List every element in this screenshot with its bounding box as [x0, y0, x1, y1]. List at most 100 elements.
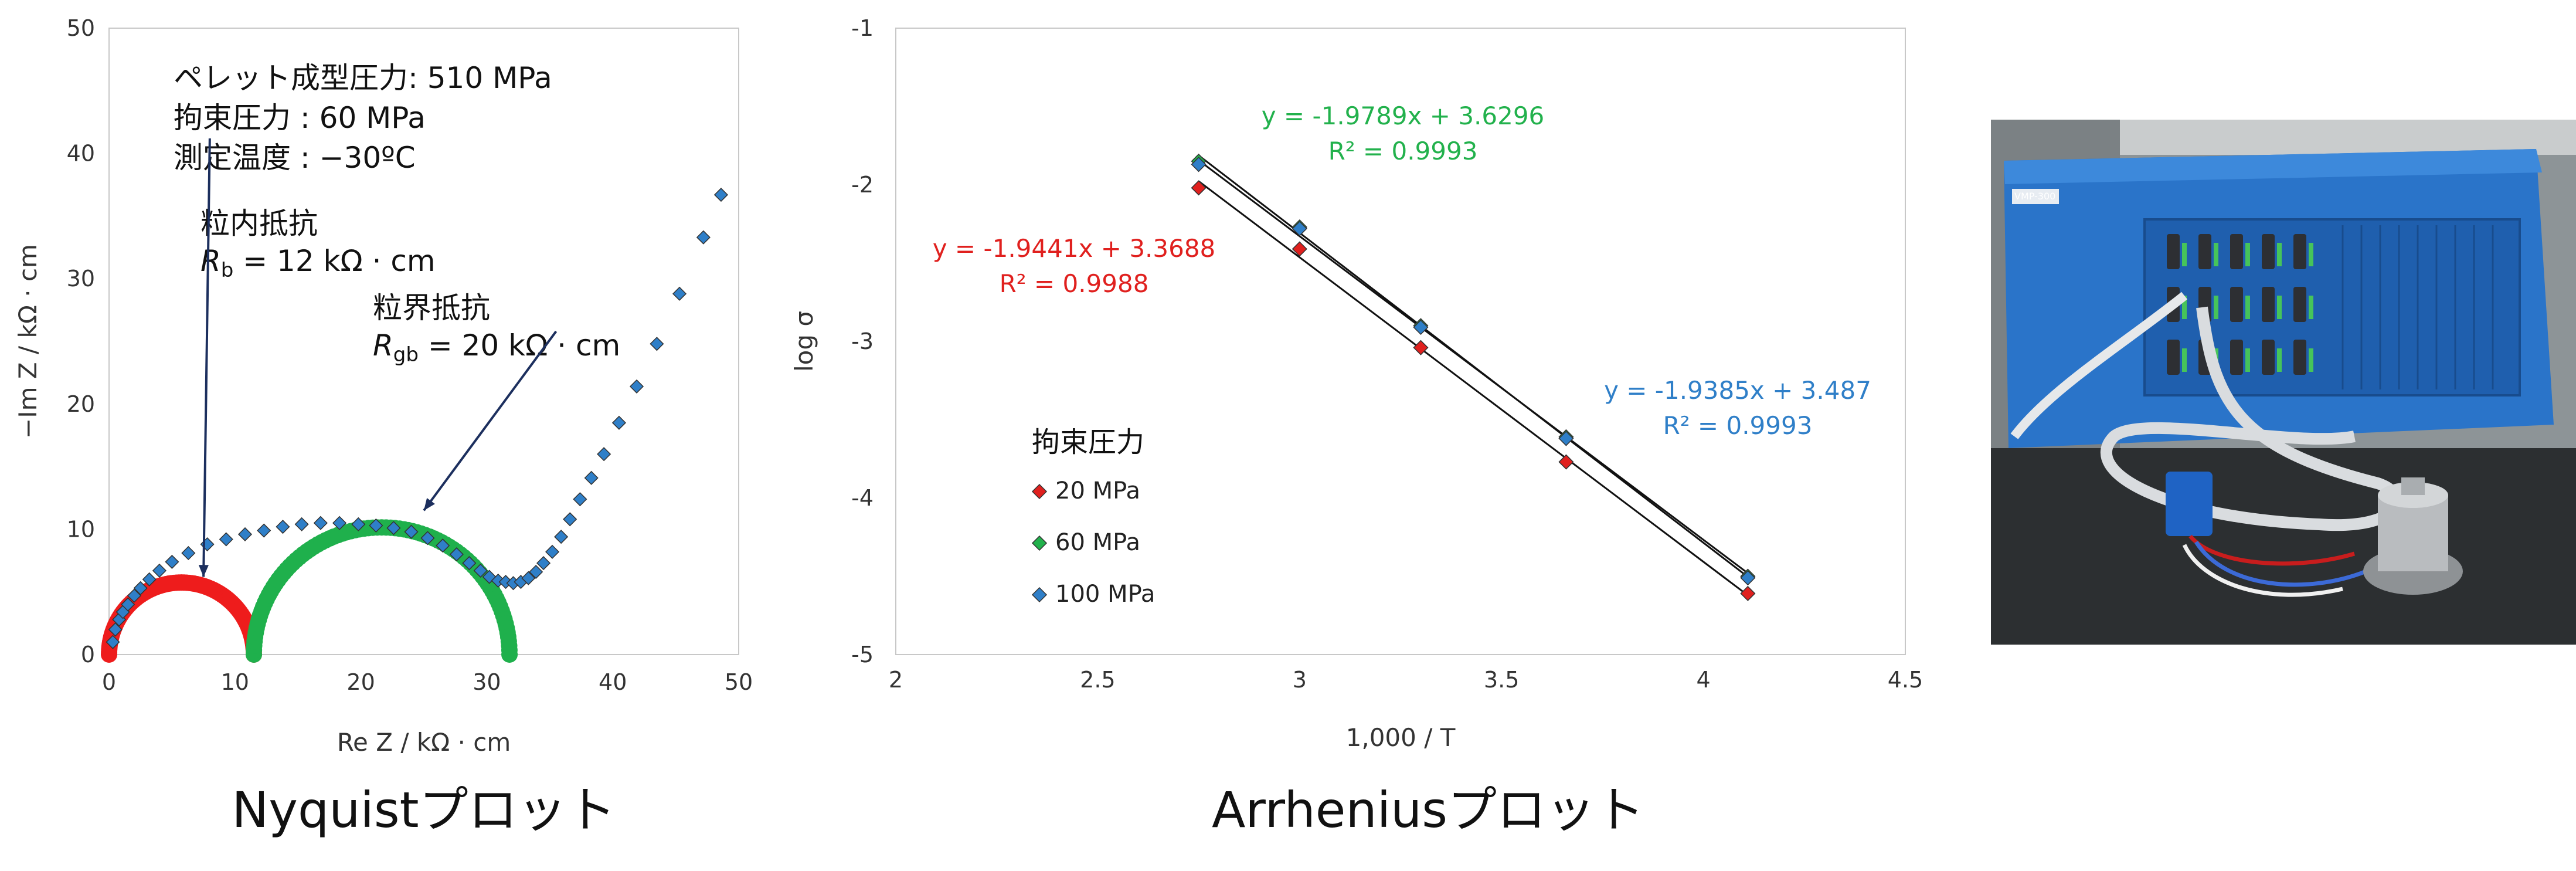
measured-point [106, 635, 120, 649]
data-point [1558, 454, 1574, 470]
channel-led [2277, 348, 2282, 372]
channel-connector [2262, 234, 2275, 269]
measured-point [276, 520, 290, 534]
legend-title: 拘束圧力 [1032, 426, 1144, 459]
channel-connector [2167, 340, 2180, 375]
measured-point [219, 532, 233, 547]
channel-led [2245, 348, 2250, 372]
channel-led [2309, 243, 2313, 266]
channel-connector [2230, 234, 2243, 269]
nyquist-y-tick: 0 [81, 642, 95, 667]
arrhenius-caption: Arrheniusプロット [1212, 781, 1644, 839]
channel-connector [2198, 234, 2211, 269]
nyquist-y-tick: 50 [67, 15, 95, 41]
channel-connector [2167, 234, 2180, 269]
data-point [1740, 570, 1756, 586]
channel-connector [2262, 340, 2275, 375]
potentiostat-label [2012, 189, 2059, 204]
arrhenius-plot-area [895, 28, 1906, 655]
measured-point [313, 516, 328, 530]
measured-point [473, 563, 488, 578]
channel-led [2309, 348, 2313, 372]
legend-label: 20 MPa [1055, 477, 1140, 504]
fit-equation-100mpa: y = -1.9385x + 3.487 [1604, 376, 1871, 405]
measured-point [584, 470, 599, 485]
data-point [1292, 221, 1307, 236]
grain-boundary-resistance-value: Rgb = 20 kΩ · cm [373, 328, 620, 367]
measured-point [554, 530, 569, 544]
legend-label: 60 MPa [1055, 529, 1140, 556]
annotation-arrow [423, 330, 558, 511]
nyquist-x-tick: 0 [102, 669, 116, 695]
measured-point [563, 512, 577, 527]
measured-point [165, 554, 179, 569]
data-point [1191, 157, 1207, 172]
legend: 拘束圧力 20 MPa 60 MPa 100 MPa [1031, 426, 1155, 608]
instrument-photo: VMP-300 [1991, 120, 2576, 645]
grain-boundary-resistance-title: 粒界抵抗 [373, 291, 490, 325]
grain-boundary-resistance-symbol: R [373, 328, 393, 362]
channel-led [2245, 296, 2250, 319]
fit-equation-60mpa: y = -1.9789x + 3.6296 [1262, 101, 1545, 130]
measured-point [629, 379, 644, 394]
nyquist-y-tick: 10 [67, 516, 95, 542]
annotation-arrow [202, 138, 211, 577]
nyquist-caption: Nyquistプロット [232, 781, 616, 839]
channel-led [2182, 296, 2187, 319]
measured-point [462, 556, 477, 571]
nyquist-x-tick: 30 [473, 669, 501, 695]
measured-point [650, 337, 664, 351]
measured-point [237, 527, 253, 542]
bulk-resistance-value: Rb = 12 kΩ · cm [200, 244, 436, 282]
photo-bench [1991, 448, 2576, 645]
channel-connector [2293, 287, 2306, 322]
arrhenius-plot: 2 2.5 3 3.5 4 4.5 -1-2-3-4-5 1,000 / T log σ … [790, 15, 1923, 839]
channel-connector [2293, 234, 2306, 269]
measured-point [597, 447, 611, 462]
channel-connector [2230, 287, 2243, 322]
measured-point [436, 538, 450, 553]
potentiostat-model-text: VMP-300 [2014, 191, 2055, 202]
potentiostat-top [2004, 149, 2542, 184]
measured-point [404, 524, 419, 539]
measured-point [142, 572, 157, 587]
cell-knob [2401, 477, 2425, 495]
condition-temperature: 測定温度 : −30ºC [174, 141, 416, 175]
grain-boundary-resistance-subscript: gb [393, 343, 419, 367]
blue-lead [2194, 541, 2367, 587]
channel-led [2182, 243, 2187, 266]
nyquist-y-tick: 20 [67, 391, 95, 417]
arrhenius-y-axis-label: log σ [790, 311, 818, 372]
bulk-resistance-symbol: R [200, 244, 221, 278]
measured-point [449, 547, 464, 562]
nyquist-y-axis-label: −Im Z / kΩ · cm [13, 244, 42, 439]
legend-marker [1031, 535, 1048, 551]
arrhenius-y-tick: -4 [851, 485, 874, 511]
measured-point [294, 517, 309, 531]
measured-point [536, 556, 551, 571]
measured-point [386, 521, 401, 536]
nyquist-plot: 0 10 20 30 40 50 0 10 20 30 40 50 Re Z / kΩ · cm −… [13, 15, 753, 839]
nyquist-x-tick: 40 [599, 669, 627, 695]
cable-loop [2101, 306, 2402, 531]
arrhenius-x-axis-label: 1,000 / T [1346, 723, 1456, 752]
measured-point [351, 517, 366, 531]
arrhenius-y-tick: -1 [851, 15, 874, 41]
measured-point [152, 563, 166, 578]
white-lead [2182, 544, 2343, 597]
arrhenius-y-tick: -3 [851, 328, 874, 354]
bulk-resistance-subscript: b [221, 259, 234, 282]
measured-point [121, 597, 135, 612]
condition-restraint-pressure: 拘束圧力 : 60 MPa [174, 101, 426, 135]
nyquist-x-tick: 50 [725, 669, 753, 695]
annotation-arrowhead [424, 497, 435, 511]
arrhenius-x-tick: 3.5 [1484, 667, 1519, 693]
channel-led [2277, 243, 2282, 266]
channel-connector [2230, 340, 2243, 375]
measured-point [133, 581, 148, 595]
nyquist-plot-area [108, 28, 739, 655]
legend-marker [1031, 483, 1048, 500]
channel-led [2309, 296, 2313, 319]
condition-pellet-pressure: ペレット成型圧力: 510 MPa [174, 61, 552, 95]
fit-r2-60mpa: R² = 0.9993 [1328, 137, 1478, 165]
